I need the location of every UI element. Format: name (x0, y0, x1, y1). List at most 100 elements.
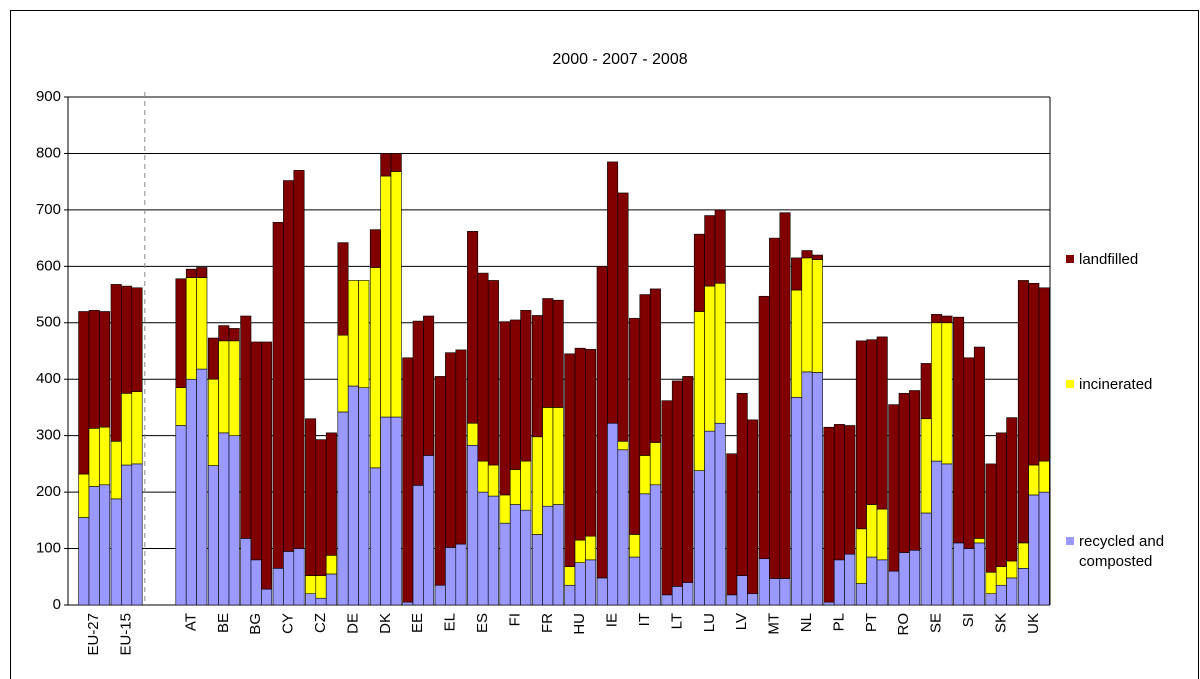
bar-segment (693, 470, 705, 606)
bar-segment (617, 449, 629, 606)
bar-segment (121, 393, 133, 466)
legend-label: recycled and composted (1079, 533, 1165, 570)
bar-segment (175, 278, 187, 388)
bar-segment (1017, 542, 1029, 569)
bar-segment (499, 522, 511, 606)
bar-segment (1038, 491, 1050, 606)
bar-segment (283, 551, 295, 606)
bar-segment (531, 436, 543, 535)
bar-segment (283, 180, 295, 552)
bar-segment (520, 310, 532, 462)
bar-segment (1028, 282, 1040, 466)
bar-segment (477, 491, 489, 606)
bar-segment (185, 378, 197, 606)
bar-segment (1038, 287, 1050, 462)
bar-segment (585, 349, 597, 537)
bar-segment (99, 484, 111, 606)
bar-segment (325, 432, 337, 556)
bar-segment (931, 322, 943, 462)
bar-segment (369, 467, 381, 606)
legend-entry: incinerated (1066, 375, 1189, 395)
bar-segment (585, 535, 597, 561)
bar-segment (325, 573, 337, 606)
bar-segment (121, 464, 133, 606)
bar-segment (823, 601, 835, 606)
bar-segment (434, 584, 446, 606)
x-tick-label: MT (766, 613, 783, 635)
bar-segment (714, 422, 726, 606)
bar-segment (693, 311, 705, 471)
bar-segment (876, 508, 888, 561)
bar-segment (649, 484, 661, 606)
bar-segment (110, 441, 122, 500)
x-tick-label: RO (895, 613, 912, 636)
y-tick-label: 0 (53, 596, 61, 613)
y-tick-label: 200 (36, 483, 61, 500)
bar-segment (487, 495, 499, 606)
bar-segment (228, 435, 240, 606)
bar-segment (629, 556, 641, 606)
bar-segment (617, 441, 629, 451)
bar-segment (888, 404, 900, 572)
bar-segment (131, 463, 143, 606)
bar-segment (920, 418, 932, 514)
bar-segment (866, 556, 878, 606)
bar-segment (876, 559, 888, 606)
x-tick-label: PL (830, 613, 847, 631)
bar-segment (175, 425, 187, 606)
bar-segment (973, 538, 985, 544)
x-tick-label: IT (636, 613, 653, 626)
bar-segment (434, 376, 446, 586)
x-tick-label: UK (1025, 613, 1042, 634)
bar-segment (779, 212, 791, 579)
x-tick-label: SK (992, 613, 1009, 633)
bar-segment (564, 566, 576, 586)
bar-segment (941, 315, 953, 324)
bar-segment (769, 578, 781, 606)
bar-segment (607, 422, 619, 606)
bar-segment (369, 229, 381, 268)
bar-segment (973, 542, 985, 606)
bar-segment (552, 504, 564, 606)
bar-segment (791, 396, 803, 606)
bar-segment (196, 267, 208, 278)
x-tick-label: CZ (312, 613, 329, 633)
bar-segment (985, 593, 997, 606)
bar-segment (261, 341, 273, 590)
y-tick-label: 500 (36, 314, 61, 331)
bar-segment (315, 575, 327, 599)
bar-segment (1038, 460, 1050, 493)
bar-segment (866, 504, 878, 558)
bar-segment (305, 575, 317, 595)
bar-segment (402, 357, 414, 603)
bar-segment (228, 328, 240, 342)
bar-segment (791, 257, 803, 291)
bar-segment (380, 153, 392, 177)
bar-segment (931, 460, 943, 606)
bar-segment (402, 601, 414, 606)
x-tick-label: BE (215, 613, 232, 633)
bar-segment (293, 548, 305, 606)
bar-segment (552, 299, 564, 408)
bar-segment (520, 460, 532, 511)
bar-segment (1028, 494, 1040, 606)
bar-segment (682, 582, 694, 606)
bar-segment (876, 336, 888, 510)
bar-segment (315, 597, 327, 606)
bar-segment (487, 464, 499, 497)
x-tick-label: AT (182, 613, 199, 631)
bar-segment (973, 346, 985, 539)
bar-segment (228, 340, 240, 436)
bar-segment (920, 363, 932, 420)
bar-segment (747, 593, 759, 606)
bar-segment (272, 568, 284, 606)
bar-segment (1006, 577, 1018, 606)
bar-segment (1006, 417, 1018, 562)
y-tick-label: 800 (36, 144, 61, 161)
bar-segment (726, 594, 738, 606)
bar-segment (531, 315, 543, 438)
bar-segment (661, 400, 673, 596)
bar-segment (574, 562, 586, 606)
bar-segment (175, 387, 187, 426)
bar-segment (801, 250, 813, 259)
